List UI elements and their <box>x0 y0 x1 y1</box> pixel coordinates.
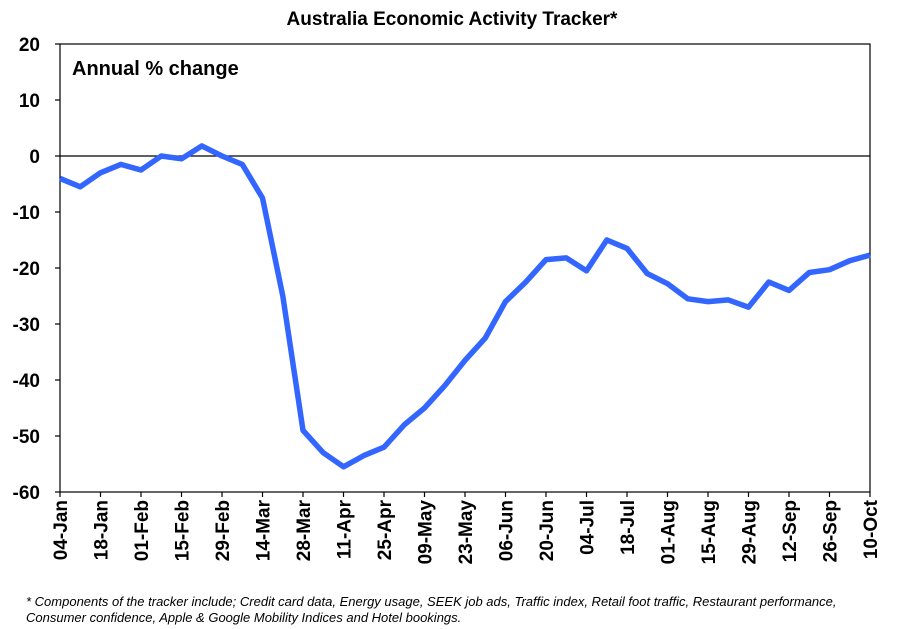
y-tick-label: 20 <box>19 35 40 56</box>
x-tick-label: 09-May <box>416 500 437 565</box>
plot-area-border <box>59 43 871 493</box>
x-tick-label: 26-Sep <box>821 500 842 562</box>
y-tick-label: 10 <box>19 91 40 112</box>
x-tick-label: 10-Oct <box>861 499 882 559</box>
y-tick-label: -60 <box>13 483 40 504</box>
y-tick-label: -10 <box>13 203 40 224</box>
footnote: * Components of the tracker include; Cre… <box>26 594 837 625</box>
x-tick-label: 04-Jul <box>578 500 599 555</box>
x-tick-label: 11-Apr <box>335 499 356 559</box>
x-tick-label: 23-May <box>456 500 477 565</box>
x-tick-label: 12-Sep <box>780 500 801 562</box>
x-tick-label: 29-Feb <box>213 500 234 561</box>
y-tick-label: -30 <box>13 315 40 336</box>
x-tick-label: 25-Apr <box>375 499 396 560</box>
x-tick-label: 28-Mar <box>294 499 315 561</box>
x-tick-label: 20-Jun <box>537 500 558 561</box>
x-tick-label: 01-Aug <box>659 500 680 564</box>
y-tick-label: 0 <box>29 147 40 168</box>
x-tick-label: 18-Jan <box>92 500 113 560</box>
x-tick-label: 01-Feb <box>132 500 153 561</box>
x-tick-label: 15-Feb <box>173 500 194 561</box>
x-axis: 04-Jan 18-Jan 01-Feb 15-Feb 29-Feb 14-Mar 28-M… <box>51 492 882 564</box>
x-tick-label: 15-Aug <box>699 500 720 564</box>
x-tick-label: 14-Mar <box>254 499 275 561</box>
y-axis: 20 10 0 -10 -20 -30 -40 -50 -60 <box>13 35 60 504</box>
y-tick-label: -50 <box>13 427 40 448</box>
x-tick-label: 29-Aug <box>740 500 761 564</box>
y-unit-annotation: Annual % change <box>72 58 239 80</box>
x-tick-label: 06-Jun <box>497 500 518 561</box>
x-tick-label: 18-Jul <box>618 500 639 555</box>
y-tick-label: -40 <box>13 371 40 392</box>
y-tick-label: -20 <box>13 259 40 280</box>
series-layer <box>58 143 871 470</box>
chart-title: Australia Economic Activity Tracker* <box>287 9 618 30</box>
x-tick-label: 04-Jan <box>51 500 72 560</box>
chart-canvas: Australia Economic Activity Tracker* Ann… <box>13 9 882 564</box>
series-line <box>58 143 871 470</box>
